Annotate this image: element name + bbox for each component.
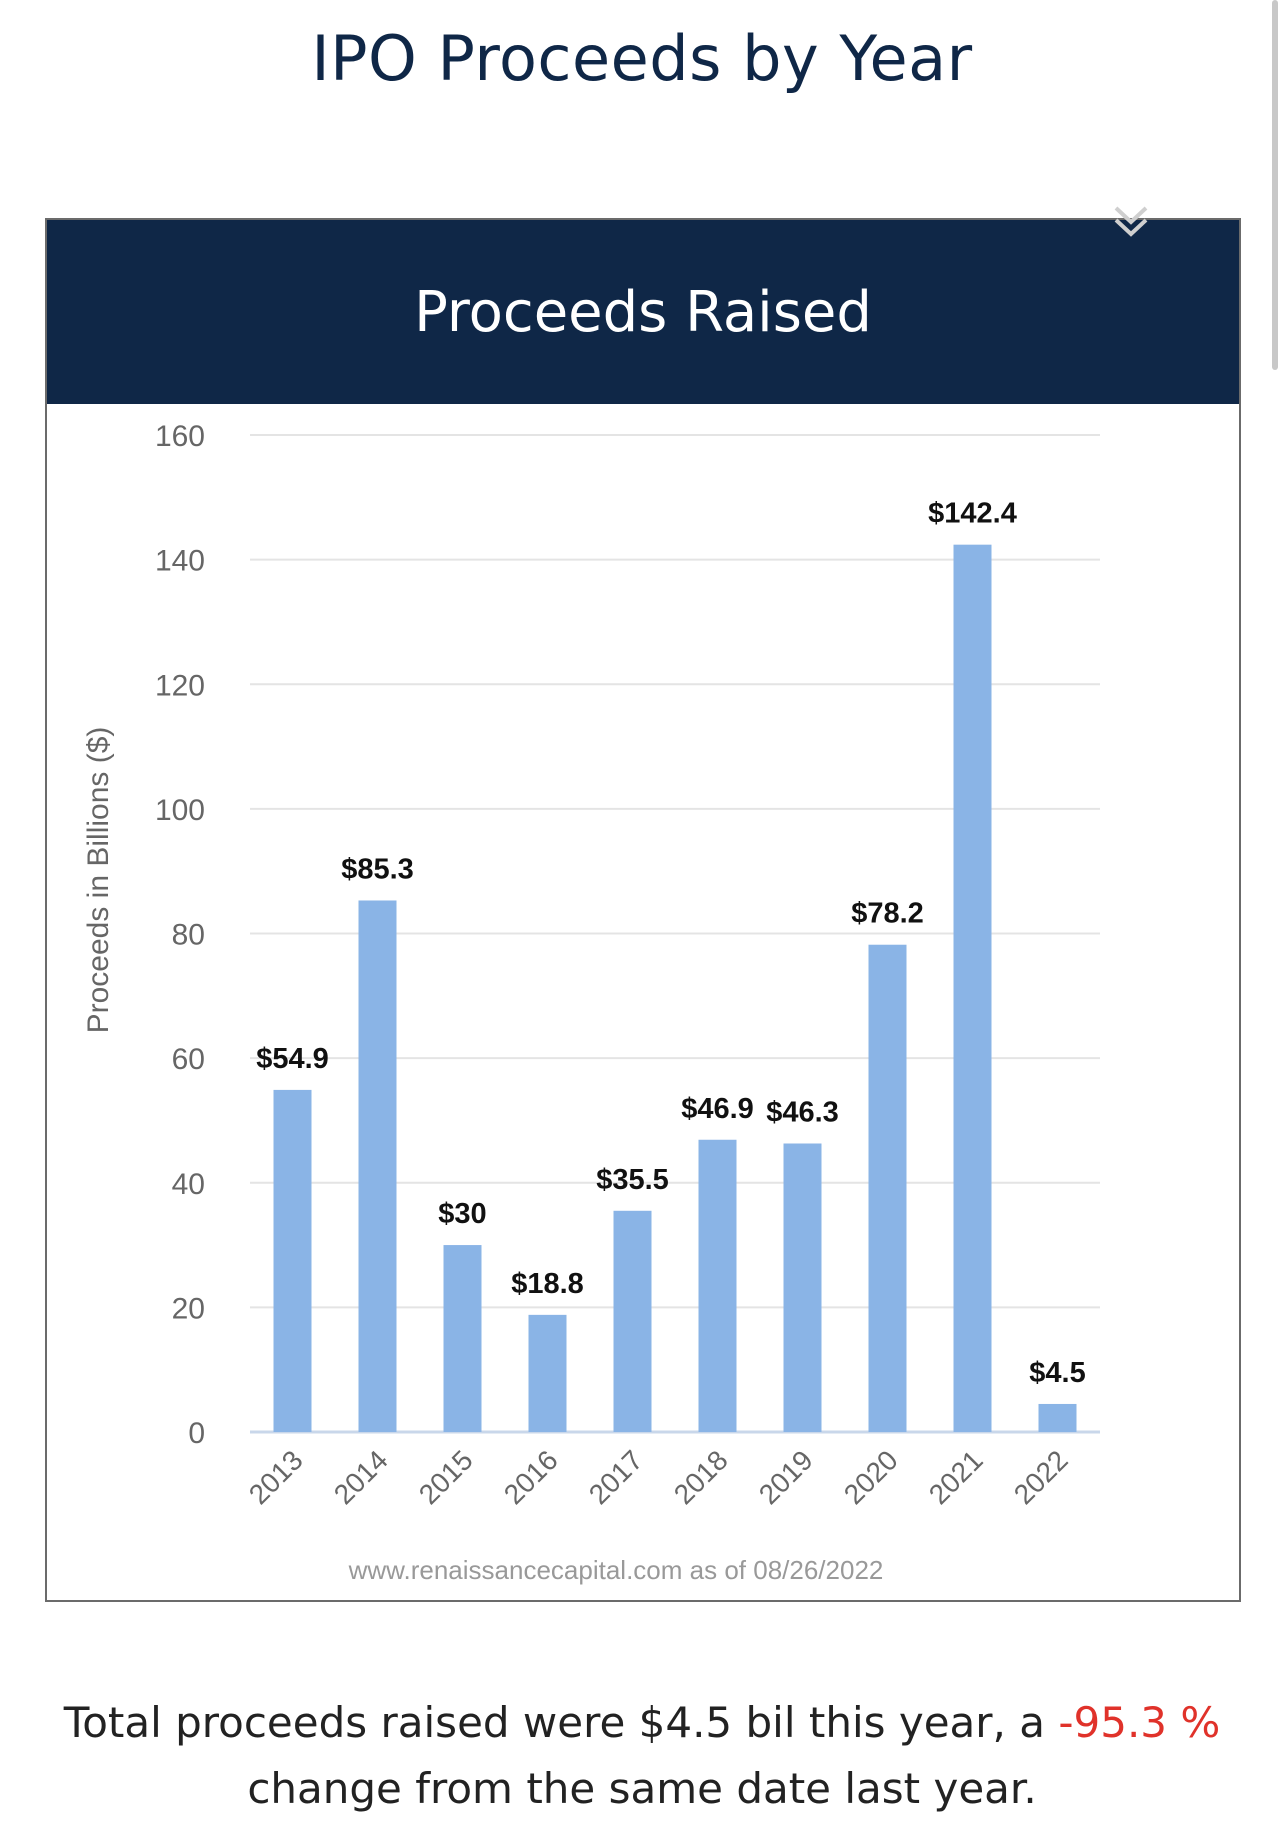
bars xyxy=(273,544,1077,1432)
summary-suffix: change from the same date last year. xyxy=(247,1764,1037,1813)
bar-2018[interactable] xyxy=(698,1139,737,1432)
data-label-2017: $35.5 xyxy=(596,1164,669,1196)
chart-panel: Proceeds Raised xyxy=(45,218,1241,1602)
x-tick-label: 2014 xyxy=(328,1444,394,1510)
x-tick-label: 2013 xyxy=(243,1444,309,1510)
y-axis-ticks: 0 20 40 60 80 100 120 140 160 xyxy=(155,420,205,1450)
data-label-2020: $78.2 xyxy=(851,898,924,930)
x-tick-label: 2021 xyxy=(923,1444,989,1510)
page-scrollbar[interactable] xyxy=(1272,0,1278,370)
bar-2017[interactable] xyxy=(613,1210,652,1432)
bar-2022[interactable] xyxy=(1038,1403,1077,1432)
data-label-2014: $85.3 xyxy=(341,853,414,885)
bar-2019[interactable] xyxy=(783,1143,822,1432)
y-tick-label: 140 xyxy=(155,545,205,578)
data-label-2016: $18.8 xyxy=(511,1268,584,1300)
x-tick-label: 2017 xyxy=(583,1444,649,1510)
bar-2013[interactable] xyxy=(273,1089,312,1432)
data-label-2018: $46.9 xyxy=(681,1093,754,1125)
y-tick-label: 0 xyxy=(188,1417,205,1450)
y-tick-label: 160 xyxy=(155,420,205,453)
page-title: IPO Proceeds by Year xyxy=(311,22,973,95)
data-label-2019: $46.3 xyxy=(766,1096,839,1128)
data-labels: $54.9 $85.3 $30 $18.8 $35.5 $46.9 $46.3 $78.2 $1… xyxy=(256,498,1086,1389)
bar-2015[interactable] xyxy=(443,1245,482,1432)
x-tick-label: 2015 xyxy=(413,1444,479,1510)
bar-2014[interactable] xyxy=(358,900,397,1432)
data-label-2021: $142.4 xyxy=(928,498,1017,530)
summary-amount: $4.5 bil xyxy=(638,1698,796,1747)
summary-middle: this year, a xyxy=(795,1698,1059,1747)
summary-change: -95.3 % xyxy=(1058,1698,1221,1747)
source-note: www.renaissancecapital.com as of 08/26/2… xyxy=(348,1555,884,1585)
x-tick-label: 2018 xyxy=(668,1444,734,1510)
y-tick-label: 100 xyxy=(155,794,205,827)
chevron-double-down-icon[interactable] xyxy=(1106,198,1156,248)
bar-2016[interactable] xyxy=(528,1314,567,1432)
x-tick-label: 2019 xyxy=(753,1444,819,1510)
data-label-2013: $54.9 xyxy=(256,1043,329,1075)
x-tick-label: 2016 xyxy=(498,1444,564,1510)
summary-text: Total proceeds raised were $4.5 bil this… xyxy=(40,1690,1244,1822)
y-tick-label: 20 xyxy=(172,1292,205,1325)
chart-header: Proceeds Raised xyxy=(47,220,1239,404)
data-label-2015: $30 xyxy=(438,1198,486,1230)
summary-prefix: Total proceeds raised were xyxy=(63,1698,639,1747)
bar-2020[interactable] xyxy=(868,944,907,1432)
y-axis-label: Proceeds in Billions ($) xyxy=(82,727,115,1034)
x-tick-label: 2022 xyxy=(1008,1444,1074,1510)
bar-2021[interactable] xyxy=(953,544,992,1432)
y-tick-label: 80 xyxy=(172,919,205,952)
bar-chart: 0 20 40 60 80 100 120 140 160 Proceeds in Billio… xyxy=(82,420,1100,1585)
x-axis-ticks: 2013 2014 2015 2016 2017 2018 2019 2020 2021 2022 xyxy=(243,1444,1074,1510)
y-tick-label: 40 xyxy=(172,1168,205,1201)
y-tick-label: 120 xyxy=(155,669,205,702)
x-tick-label: 2020 xyxy=(838,1444,904,1510)
y-tick-label: 60 xyxy=(172,1043,205,1076)
data-label-2022: $4.5 xyxy=(1029,1357,1085,1389)
